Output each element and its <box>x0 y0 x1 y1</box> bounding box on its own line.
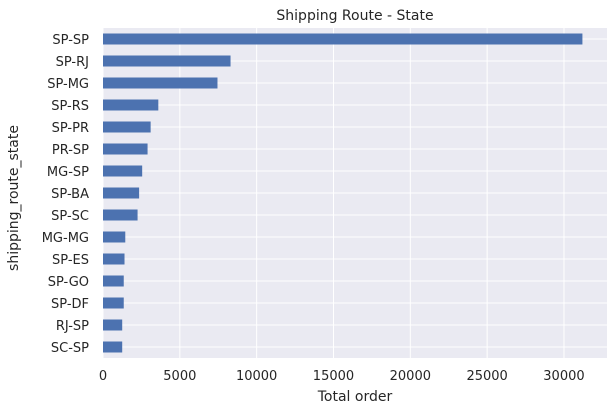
y-axis-label: shipping_route_state <box>6 125 22 271</box>
y-tick-label: SP-DF <box>51 297 89 312</box>
y-tick-label: SP-MG <box>47 77 89 92</box>
bar-rj-sp <box>103 319 123 331</box>
bar-sp-pr <box>103 121 151 133</box>
bar-sp-sp <box>103 33 583 45</box>
x-tick-label: 30000 <box>543 369 584 384</box>
bar-sc-sp <box>103 341 123 353</box>
chart-title: Shipping Route - State <box>276 8 433 24</box>
y-tick-label: SP-BA <box>51 187 89 202</box>
bar-mg-mg <box>103 231 126 243</box>
y-tick-label: SC-SP <box>51 341 89 356</box>
x-tick-label: 0 <box>99 369 107 384</box>
bar-sp-mg <box>103 77 218 89</box>
bar-sp-go <box>103 275 124 287</box>
y-tick-labels: SP-SP SP-RJ SP-MG SP-RS SP-PR PR-SP MG-SP SP-BA… <box>42 33 89 356</box>
y-tick-label: MG-SP <box>47 165 89 180</box>
x-tick-label: 5000 <box>163 369 196 384</box>
bar-mg-sp <box>103 165 143 177</box>
bar-sp-sc <box>103 209 138 221</box>
x-axis-label: Total order <box>317 389 393 405</box>
x-tick-label: 15000 <box>313 369 354 384</box>
y-tick-label: SP-SC <box>51 209 89 224</box>
y-tick-label: SP-ES <box>52 253 89 268</box>
y-tick-label: MG-MG <box>42 231 89 246</box>
y-tick-label: PR-SP <box>52 143 89 158</box>
y-tick-label: SP-GO <box>48 275 89 290</box>
x-tick-label: 10000 <box>236 369 277 384</box>
bar-sp-df <box>103 297 124 309</box>
x-tick-label: 25000 <box>466 369 507 384</box>
bar-sp-ba <box>103 187 140 199</box>
y-tick-label: SP-SP <box>52 33 89 48</box>
y-tick-label: RJ-SP <box>56 319 89 334</box>
bar-pr-sp <box>103 143 148 155</box>
y-tick-label: SP-RJ <box>56 55 89 70</box>
bar-sp-es <box>103 253 125 265</box>
y-tick-label: SP-RS <box>51 99 89 114</box>
bar-sp-rj <box>103 55 231 67</box>
bars <box>103 33 583 353</box>
bar-sp-rs <box>103 99 159 111</box>
x-tick-labels: 0 5000 10000 15000 20000 25000 30000 <box>99 369 585 384</box>
x-tick-label: 20000 <box>390 369 431 384</box>
y-tick-label: SP-PR <box>52 121 89 136</box>
